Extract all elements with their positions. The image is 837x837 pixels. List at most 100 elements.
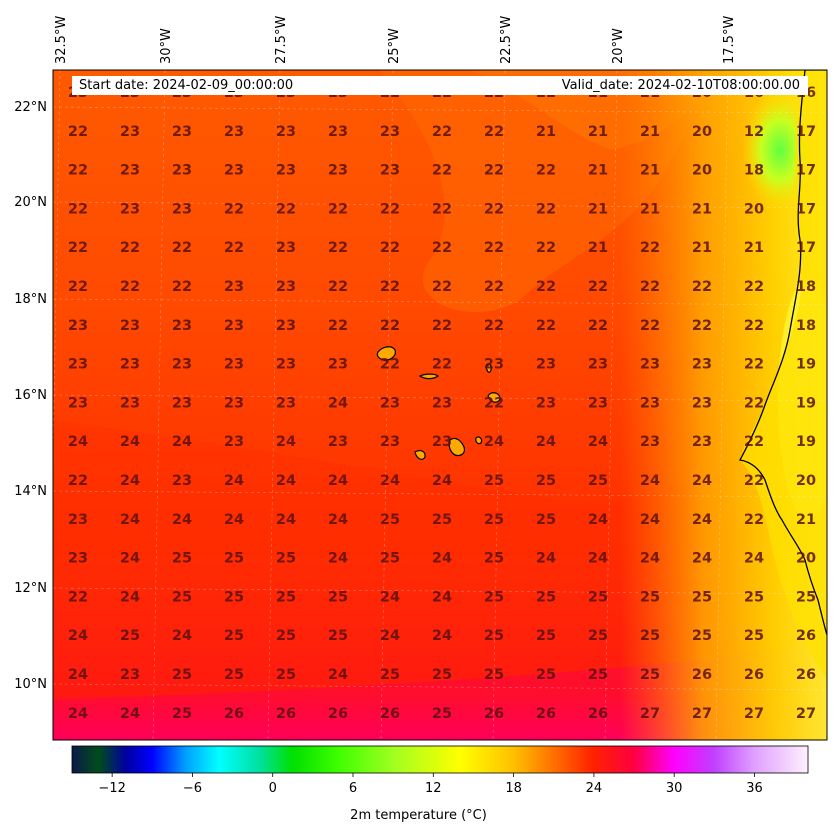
temperature-value: 22 bbox=[432, 163, 452, 179]
temperature-value: 26 bbox=[796, 628, 816, 644]
temperature-value: 23 bbox=[380, 434, 400, 450]
temperature-value: 22 bbox=[328, 318, 348, 334]
temperature-value: 24 bbox=[68, 706, 88, 722]
temperature-value: 25 bbox=[432, 706, 452, 722]
colorbar-tick-label: −12 bbox=[98, 781, 125, 796]
temperature-value: 25 bbox=[276, 551, 296, 567]
latitude-label: 16°N bbox=[14, 388, 47, 403]
temperature-value: 25 bbox=[328, 628, 348, 644]
temperature-value: 22 bbox=[484, 240, 504, 256]
temperature-value: 22 bbox=[588, 279, 608, 295]
temperature-value: 25 bbox=[484, 512, 504, 528]
temperature-value: 22 bbox=[380, 240, 400, 256]
temperature-value: 24 bbox=[380, 628, 400, 644]
temperature-value: 25 bbox=[276, 667, 296, 683]
temperature-value: 24 bbox=[640, 512, 660, 528]
temperature-value: 26 bbox=[796, 667, 816, 683]
temperature-value: 21 bbox=[640, 201, 660, 217]
temperature-value: 22 bbox=[224, 201, 244, 217]
temperature-value: 19 bbox=[796, 395, 816, 411]
temperature-value: 17 bbox=[796, 201, 816, 217]
temperature-value: 22 bbox=[484, 318, 504, 334]
temperature-value: 22 bbox=[380, 279, 400, 295]
temperature-value: 24 bbox=[692, 473, 712, 489]
temperature-value: 25 bbox=[172, 551, 192, 567]
temperature-value: 25 bbox=[276, 628, 296, 644]
longitude-label: 20°W bbox=[611, 28, 626, 64]
temperature-value: 17 bbox=[796, 124, 816, 140]
temperature-value: 23 bbox=[640, 357, 660, 373]
temperature-value: 24 bbox=[120, 589, 140, 605]
temperature-value: 22 bbox=[484, 124, 504, 140]
temperature-value: 22 bbox=[68, 589, 88, 605]
temperature-value: 24 bbox=[640, 551, 660, 567]
island-santiago bbox=[448, 437, 466, 457]
colorbar-tick-label: 6 bbox=[349, 781, 357, 796]
temperature-value: 23 bbox=[224, 395, 244, 411]
temperature-value: 22 bbox=[432, 279, 452, 295]
temperature-value: 23 bbox=[536, 357, 556, 373]
temperature-value: 20 bbox=[692, 124, 712, 140]
temperature-value: 22 bbox=[744, 318, 764, 334]
temperature-value: 24 bbox=[328, 473, 348, 489]
temperature-value: 22 bbox=[328, 201, 348, 217]
temperature-value: 23 bbox=[276, 395, 296, 411]
island-fogo bbox=[414, 450, 426, 460]
temperature-value: 24 bbox=[172, 434, 192, 450]
temperature-value: 23 bbox=[68, 551, 88, 567]
temperature-value: 17 bbox=[796, 240, 816, 256]
temperature-value: 20 bbox=[796, 551, 816, 567]
temperature-value: 24 bbox=[484, 434, 504, 450]
temperature-value: 22 bbox=[744, 279, 764, 295]
temperature-value: 23 bbox=[68, 318, 88, 334]
temperature-value: 25 bbox=[796, 589, 816, 605]
temperature-value: 23 bbox=[692, 434, 712, 450]
temperature-value: 27 bbox=[692, 706, 712, 722]
temperature-value: 25 bbox=[692, 628, 712, 644]
temperature-value: 23 bbox=[224, 279, 244, 295]
temperature-value: 23 bbox=[172, 473, 192, 489]
temperature-value: 25 bbox=[328, 589, 348, 605]
temperature-value: 27 bbox=[796, 706, 816, 722]
temperature-value: 25 bbox=[224, 628, 244, 644]
temperature-value: 22 bbox=[432, 124, 452, 140]
temperature-value: 25 bbox=[172, 667, 192, 683]
temperature-value: 24 bbox=[432, 628, 452, 644]
temperature-value: 24 bbox=[120, 434, 140, 450]
temperature-value: 22 bbox=[432, 357, 452, 373]
temperature-value: 23 bbox=[120, 201, 140, 217]
temperature-value: 25 bbox=[224, 589, 244, 605]
temperature-value: 24 bbox=[328, 667, 348, 683]
temperature-value: 23 bbox=[276, 357, 296, 373]
temperature-value: 22 bbox=[432, 240, 452, 256]
temperature-value: 22 bbox=[432, 318, 452, 334]
temperature-values: 2323232323232222222221212016162223232323… bbox=[68, 85, 816, 722]
temperature-value: 22 bbox=[484, 201, 504, 217]
island-sao-nicolau bbox=[418, 373, 439, 380]
colorbar-tick-label: 36 bbox=[746, 781, 763, 796]
latitude-label: 14°N bbox=[14, 484, 47, 499]
latitude-label: 22°N bbox=[14, 100, 47, 115]
temperature-value: 25 bbox=[588, 589, 608, 605]
temperature-value: 23 bbox=[692, 357, 712, 373]
island-sal bbox=[485, 363, 492, 373]
temperature-value: 26 bbox=[328, 706, 348, 722]
temperature-value: 21 bbox=[588, 201, 608, 217]
temperature-value: 25 bbox=[380, 667, 400, 683]
temperature-value: 22 bbox=[744, 357, 764, 373]
temperature-value: 24 bbox=[536, 551, 556, 567]
temperature-value: 21 bbox=[640, 124, 660, 140]
temperature-value: 23 bbox=[328, 163, 348, 179]
temperature-value: 25 bbox=[484, 589, 504, 605]
temperature-value: 22 bbox=[432, 201, 452, 217]
temperature-value: 22 bbox=[484, 279, 504, 295]
temperature-value: 24 bbox=[536, 434, 556, 450]
temperature-value: 23 bbox=[276, 124, 296, 140]
temperature-value: 25 bbox=[588, 667, 608, 683]
temperature-value: 23 bbox=[588, 357, 608, 373]
temperature-value: 23 bbox=[224, 434, 244, 450]
temperature-value: 23 bbox=[172, 201, 192, 217]
temperature-value: 25 bbox=[432, 667, 452, 683]
temperature-value: 23 bbox=[120, 318, 140, 334]
